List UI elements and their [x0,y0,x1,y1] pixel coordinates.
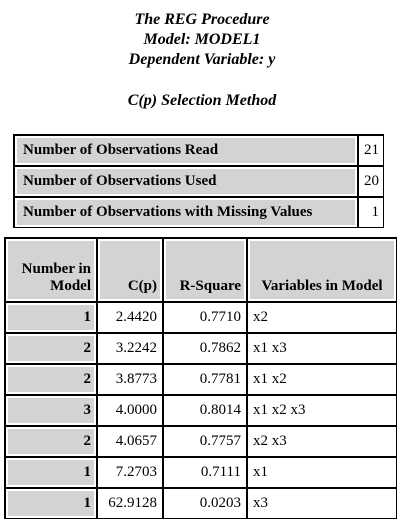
cell-variables: x1 x2 [247,364,397,395]
table-row: Number of Observations with Missing Valu… [14,197,384,228]
cell-cp: 3.8773 [97,364,163,395]
obs-label: Number of Observations Used [14,166,358,197]
obs-label: Number of Observations Read [14,135,358,166]
cell-rsquare: 0.7111 [163,457,247,488]
cell-cp: 3.2242 [97,333,163,364]
cell-cp: 2.4420 [97,302,163,333]
cell-cp: 4.0000 [97,395,163,426]
cell-variables: x1 [247,457,397,488]
cell-rsquare: 0.8014 [163,395,247,426]
table-row: 2 4.0657 0.7757 x2 x3 [5,426,397,457]
cell-number-in-model: 2 [5,426,97,457]
table-row: 2 3.2242 0.7862 x1 x3 [5,333,397,364]
cell-cp: 7.2703 [97,457,163,488]
cell-rsquare: 0.7710 [163,302,247,333]
cell-rsquare: 0.7757 [163,426,247,457]
observations-table: Number of Observations Read 21 Number of… [13,134,384,228]
obs-value: 1 [358,197,384,228]
cell-number-in-model: 2 [5,364,97,395]
table-header-row: Number in Model C(p) R-Square Variables … [5,238,397,302]
cell-variables: x1 x3 [247,333,397,364]
model-title: Model: MODEL1 [143,31,261,48]
selection-table: Number in Model C(p) R-Square Variables … [4,237,397,519]
cell-cp: 4.0657 [97,426,163,457]
procedure-titles: The REG Procedure Model: MODEL1 Dependen… [0,10,404,70]
cell-number-in-model: 3 [5,395,97,426]
cell-number-in-model: 1 [5,488,97,519]
header-cp: C(p) [97,238,163,302]
table-row: Number of Observations Read 21 [14,135,384,166]
dependent-variable-title: Dependent Variable: y [128,51,276,68]
header-number-in-model-line1: Number in [21,261,91,277]
table-row: 1 2.4420 0.7710 x2 [5,302,397,333]
cell-variables: x2 [247,302,397,333]
cell-variables: x2 x3 [247,426,397,457]
cell-rsquare: 0.0203 [163,488,247,519]
selection-method-title: C(p) Selection Method [127,92,277,109]
cell-variables: x3 [247,488,397,519]
cell-rsquare: 0.7862 [163,333,247,364]
cell-rsquare: 0.7781 [163,364,247,395]
obs-value: 21 [358,135,384,166]
header-number-in-model-line2: Model [50,278,91,294]
header-variables: Variables in Model [247,238,397,302]
cell-number-in-model: 1 [5,302,97,333]
table-row: 2 3.8773 0.7781 x1 x2 [5,364,397,395]
header-number-in-model: Number in Model [5,238,97,302]
cell-cp: 62.9128 [97,488,163,519]
cell-number-in-model: 2 [5,333,97,364]
cell-number-in-model: 1 [5,457,97,488]
obs-label: Number of Observations with Missing Valu… [14,197,358,228]
table-row: 3 4.0000 0.8014 x1 x2 x3 [5,395,397,426]
obs-value: 20 [358,166,384,197]
table-row: Number of Observations Used 20 [14,166,384,197]
procedure-title: The REG Procedure [134,11,270,28]
header-rsquare: R-Square [163,238,247,302]
table-row: 1 7.2703 0.7111 x1 [5,457,397,488]
table-row: 1 62.9128 0.0203 x3 [5,488,397,519]
cell-variables: x1 x2 x3 [247,395,397,426]
